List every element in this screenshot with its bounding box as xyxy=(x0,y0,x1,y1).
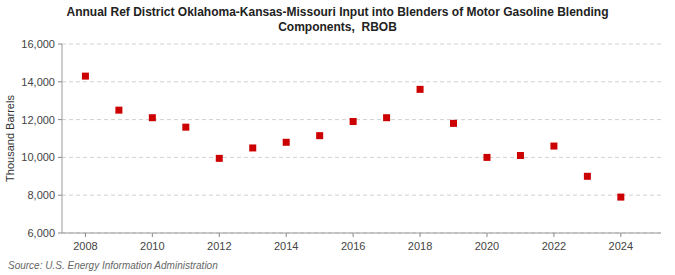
point xyxy=(350,118,357,125)
tick-label: 16,000 xyxy=(21,38,55,50)
grid-line xyxy=(62,233,661,234)
point xyxy=(82,73,89,80)
point xyxy=(584,173,591,180)
tick-mark xyxy=(58,44,62,45)
y-axis: 6,000 8,000 10,000 12,000 14,000 16,000 xyxy=(21,38,661,239)
point xyxy=(249,144,256,151)
tick-mark xyxy=(58,81,62,82)
tick-label: 2020 xyxy=(475,240,499,252)
tick-label: 14,000 xyxy=(21,76,55,88)
tick-mark xyxy=(152,233,153,237)
point xyxy=(617,194,624,201)
grid-line xyxy=(62,157,661,158)
point xyxy=(517,152,524,159)
tick-label: 10,000 xyxy=(21,151,55,163)
tick-mark xyxy=(85,233,86,237)
tick-label: 2012 xyxy=(207,240,231,252)
tick-label: 2010 xyxy=(140,240,164,252)
tick-mark xyxy=(58,157,62,158)
grid-line xyxy=(62,81,661,82)
grid-line xyxy=(62,44,661,45)
point xyxy=(216,155,223,162)
points xyxy=(82,73,624,201)
point xyxy=(316,132,323,139)
source-note: Source: U.S. Energy Information Administ… xyxy=(8,260,218,271)
tick-label: 2024 xyxy=(609,240,633,252)
point xyxy=(182,124,189,131)
point xyxy=(283,139,290,146)
chart: 6,0008,00010,00012,00014,00016,000200820… xyxy=(0,0,675,275)
point xyxy=(550,143,557,150)
tick-label: 2022 xyxy=(542,240,566,252)
tick-mark xyxy=(58,195,62,196)
point xyxy=(417,86,424,93)
point xyxy=(450,120,457,127)
tick-mark xyxy=(486,233,487,237)
tick-mark xyxy=(58,233,62,234)
x-axis: 2008 2010 2012 2014 2016 2018 2020 2022 2024 xyxy=(73,233,633,252)
point xyxy=(149,114,156,121)
tick-mark xyxy=(58,119,62,120)
tick-label: 2018 xyxy=(408,240,432,252)
x-axis-line xyxy=(62,233,661,234)
tick-label: 12,000 xyxy=(21,114,55,126)
tick-label: 6,000 xyxy=(27,227,55,239)
tick-label: 2016 xyxy=(341,240,365,252)
tick-mark xyxy=(620,233,621,237)
tick-mark xyxy=(353,233,354,237)
tick-label: 8,000 xyxy=(27,189,55,201)
tick-mark xyxy=(553,233,554,237)
tick-mark xyxy=(286,233,287,237)
point xyxy=(483,154,490,161)
tick-mark xyxy=(420,233,421,237)
tick-label: 2014 xyxy=(274,240,298,252)
y-axis-line xyxy=(62,44,63,233)
tick-mark xyxy=(219,233,220,237)
title: Annual Ref District Oklahoma-Kansas-Miss… xyxy=(66,5,608,34)
point xyxy=(383,114,390,121)
grid-line xyxy=(62,195,661,196)
y-axis-label: Thousand Barrels xyxy=(4,95,16,182)
tick-label: 2008 xyxy=(73,240,97,252)
point xyxy=(115,107,122,114)
